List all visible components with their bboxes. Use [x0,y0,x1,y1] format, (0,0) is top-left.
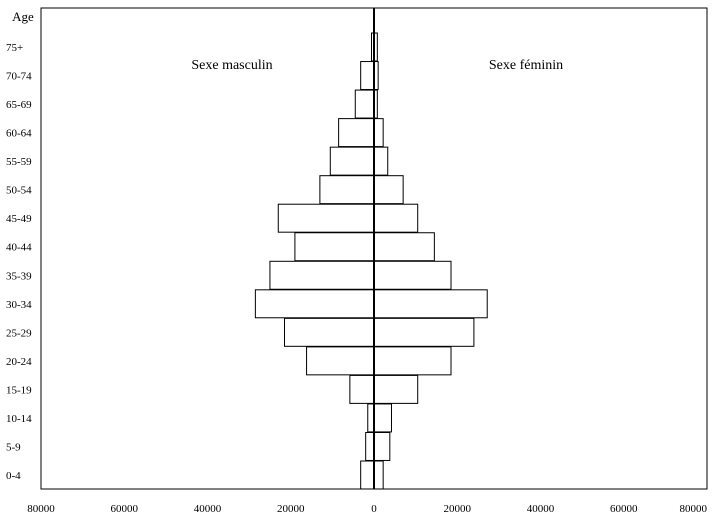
bar-male-45-49 [277,203,375,233]
bar-male-25-29 [284,317,375,347]
y-tick-label: 5-9 [6,441,21,453]
y-tick-label: 10-14 [6,413,32,425]
x-tick-label: 80000 [680,503,708,515]
bar-male-55-59 [329,146,375,176]
y-axis-title: Age [12,9,34,24]
bar-male-20-24 [306,346,375,376]
series-label-male: Sexe masculin [191,58,272,73]
bar-male-65-69 [354,89,375,119]
bar-female-30-34 [373,289,488,319]
x-tick-label: 40000 [527,503,555,515]
x-tick-label: 40000 [194,503,222,515]
bar-female-40-44 [373,232,435,262]
bar-female-60-64 [373,118,384,148]
bar-female-50-54 [373,175,404,205]
y-tick-label: 0-4 [6,470,21,482]
bar-male-40-44 [294,232,375,262]
bar-female-20-24 [373,346,452,376]
bar-female-45-49 [373,203,419,233]
y-tick-label: 15-19 [6,384,32,396]
bar-male-0-4 [360,460,375,490]
y-tick-label: 40-44 [6,242,32,254]
bar-female-10-14 [373,403,392,433]
bar-male-60-64 [338,118,375,148]
bar-male-50-54 [319,175,375,205]
bar-male-35-39 [269,260,375,290]
x-tick-label: 60000 [610,503,638,515]
bar-male-5-9 [365,431,375,461]
bar-female-0-4 [373,460,384,490]
y-tick-label: 25-29 [6,327,32,339]
y-tick-label: 70-74 [6,71,32,83]
bar-female-5-9 [373,431,391,461]
y-tick-label: 65-69 [6,99,32,111]
bar-male-30-34 [254,289,375,319]
x-tick-label: 20000 [444,503,472,515]
x-tick-label: 20000 [277,503,305,515]
x-tick-label: 0 [371,503,377,515]
bar-female-35-39 [373,260,452,290]
x-tick-label: 80000 [27,503,55,515]
y-tick-label: 35-39 [6,270,32,282]
bar-female-15-19 [373,374,419,404]
bar-male-70-74 [360,61,375,91]
y-tick-label: 55-59 [6,156,32,168]
y-tick-label: 45-49 [6,213,32,225]
y-tick-label: 30-34 [6,299,32,311]
bar-female-55-59 [373,146,389,176]
y-tick-label: 75+ [6,42,23,54]
y-tick-label: 20-24 [6,356,32,368]
bar-female-25-29 [373,317,475,347]
bar-male-15-19 [349,374,375,404]
series-label-female: Sexe féminin [489,58,563,73]
x-tick-label: 60000 [111,503,139,515]
y-tick-label: 60-64 [6,128,32,140]
y-tick-label: 50-54 [6,185,32,197]
